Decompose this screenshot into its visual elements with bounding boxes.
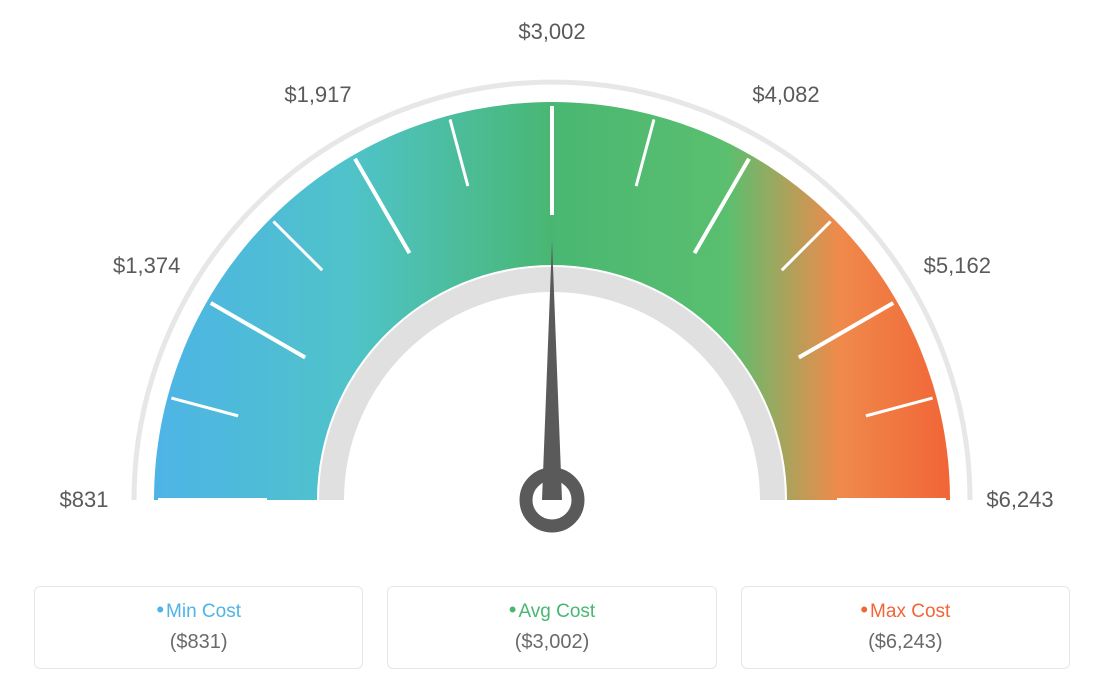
legend-label: Avg Cost [518,601,595,623]
legend-title-max: • Max Cost [860,601,950,623]
gauge-chart: $831 $1,374 $1,917 $3,002 $4,082 $5,162 $6,243 [0,0,1104,560]
legend-value-max: ($6,243) [752,631,1059,654]
legend-card-avg: • Avg Cost ($3,002) [387,586,716,669]
legend-title-min: • Min Cost [156,601,241,623]
gauge-tick-label: $4,082 [752,82,819,108]
legend-row: • Min Cost ($831) • Avg Cost ($3,002) • … [34,586,1070,669]
legend-label: Max Cost [870,601,950,623]
gauge-svg [0,0,1104,560]
legend-card-min: • Min Cost ($831) [34,586,363,669]
gauge-tick-label: $831 [60,487,109,513]
legend-title-avg: • Avg Cost [509,601,595,623]
gauge-tick-label: $5,162 [924,253,991,279]
gauge-tick-label: $3,002 [518,19,585,45]
legend-card-max: • Max Cost ($6,243) [741,586,1070,669]
legend-value-avg: ($3,002) [398,631,705,654]
legend-label: Min Cost [166,601,241,623]
legend-value-min: ($831) [45,631,352,654]
gauge-tick-label: $6,243 [986,487,1053,513]
gauge-tick-label: $1,917 [284,82,351,108]
gauge-tick-label: $1,374 [113,253,180,279]
